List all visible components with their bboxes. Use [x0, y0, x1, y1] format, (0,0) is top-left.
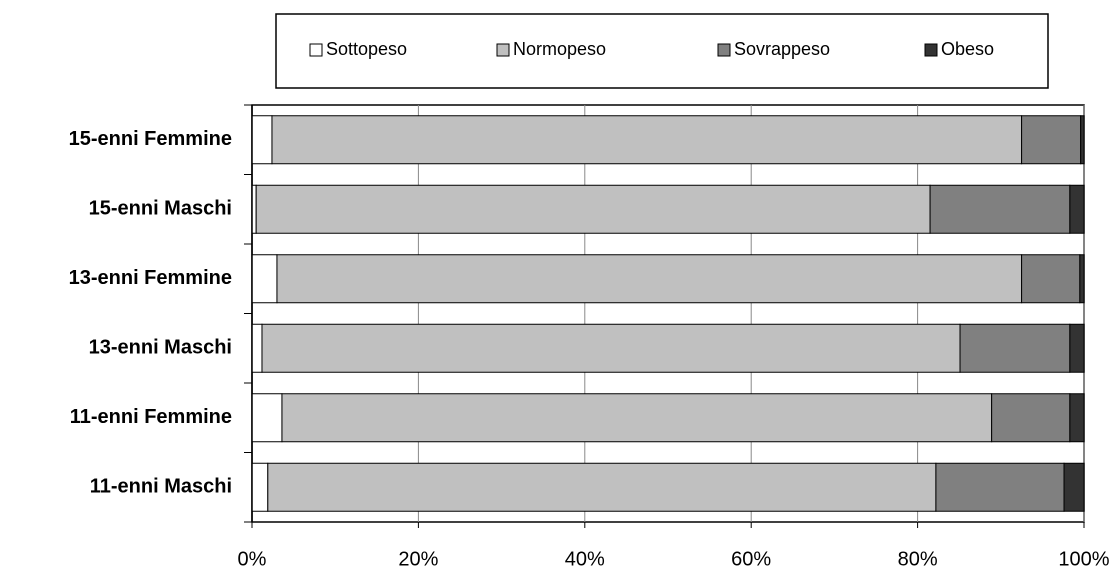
- bar-segment: [281, 393, 993, 443]
- bar-segment: [1069, 323, 1085, 373]
- bar-segment: [1063, 462, 1085, 512]
- x-tick-label: 40%: [565, 548, 605, 570]
- bar-segment: [276, 254, 1023, 304]
- bar-segment: [271, 115, 1023, 165]
- y-tick-label: 15-enni Femmine: [69, 128, 232, 150]
- bar-segment: [251, 462, 269, 512]
- bar-segment: [1080, 115, 1085, 165]
- x-tick-label: 0%: [238, 548, 267, 570]
- bar-segment: [251, 393, 283, 443]
- bar-segment: [251, 254, 278, 304]
- bar-segment: [251, 115, 273, 165]
- bar-segment: [1069, 393, 1085, 443]
- bar-segment: [991, 393, 1071, 443]
- x-tick-label: 20%: [398, 548, 438, 570]
- bar-segment: [1079, 254, 1085, 304]
- y-tick-label: 11-enni Maschi: [90, 476, 232, 498]
- legend-box: [275, 13, 1049, 89]
- plot-frame: [251, 104, 1085, 523]
- legend-label: Sottopeso: [326, 39, 407, 59]
- legend-swatch: [309, 43, 323, 57]
- bar-segment: [1069, 184, 1085, 234]
- bar-segment: [267, 462, 937, 512]
- bar-segment: [255, 184, 931, 234]
- legend-label: Normopeso: [513, 39, 606, 59]
- bar-segment: [935, 462, 1065, 512]
- bar-segment: [959, 323, 1071, 373]
- y-tick-label: 11-enni Femmine: [70, 406, 232, 428]
- legend-swatch: [717, 43, 731, 57]
- x-tick-label: 100%: [1058, 548, 1109, 570]
- y-tick-label: 15-enni Maschi: [89, 198, 232, 220]
- legend-swatch: [924, 43, 938, 57]
- bar-segment: [929, 184, 1071, 234]
- bar-segment: [1021, 254, 1081, 304]
- x-tick-label: 80%: [898, 548, 938, 570]
- bar-segment: [251, 323, 263, 373]
- y-tick-label: 13-enni Maschi: [89, 337, 232, 359]
- bar-segment: [1021, 115, 1082, 165]
- y-tick-label: 13-enni Femmine: [69, 267, 232, 289]
- legend-label: Sovrappeso: [734, 39, 830, 59]
- bar-segment: [261, 323, 961, 373]
- legend-label: Obeso: [941, 39, 994, 59]
- x-tick-label: 60%: [731, 548, 771, 570]
- legend-swatch: [496, 43, 510, 57]
